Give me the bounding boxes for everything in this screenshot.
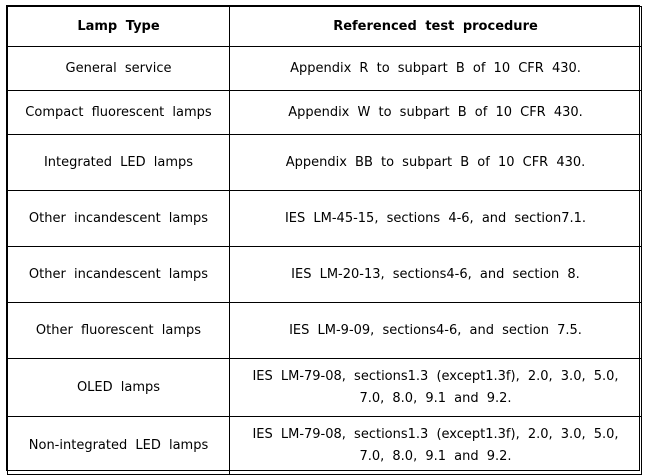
header-referenced-test-procedure: Referenced test procedure	[229, 6, 642, 47]
procedure-cell: Appendix BB to subpart B of 10 CFR 430.	[229, 134, 642, 191]
procedure-cell: IES LM-79-08, sections1.3 (except1.3f), …	[229, 358, 642, 417]
header-lamp-type: Lamp Type	[7, 6, 230, 47]
lamp-type-cell: Other fluorescent lamps	[7, 302, 230, 359]
procedure-cell: Appendix W to subpart B of 10 CFR 430.	[229, 90, 642, 135]
table-row: Other incandescent lamps IES LM-20-13, s…	[7, 246, 642, 303]
procedure-cell: IES LM-9-09, sections4-6, and section 7.…	[229, 302, 642, 359]
table-row: Other incandescent lamps IES LM-45-15, s…	[7, 190, 642, 247]
table-row: Compact fluorescent lamps Appendix W to …	[7, 90, 642, 135]
lamp-test-procedure-table: Lamp Type Referenced test procedure Gene…	[7, 6, 642, 475]
procedure-cell: IES LM-79-08, sections1.3 (except1.3f), …	[229, 416, 642, 475]
procedure-cell: Appendix R to subpart B of 10 CFR 430.	[229, 46, 642, 91]
lamp-type-cell: Other incandescent lamps	[7, 190, 230, 247]
lamp-type-cell: General service	[7, 46, 230, 91]
table-row: General service Appendix R to subpart B …	[7, 46, 642, 91]
table-row: Non-integrated LED lamps IES LM-79-08, s…	[7, 416, 642, 475]
table-row: OLED lamps IES LM-79-08, sections1.3 (ex…	[7, 358, 642, 417]
table-header-row: Lamp Type Referenced test procedure	[7, 6, 642, 47]
lamp-type-cell: Compact fluorescent lamps	[7, 90, 230, 135]
lamp-type-cell: Other incandescent lamps	[7, 246, 230, 303]
lamp-test-procedure-table-container: Lamp Type Referenced test procedure Gene…	[6, 5, 642, 475]
procedure-cell: IES LM-45-15, sections 4-6, and section7…	[229, 190, 642, 247]
lamp-type-cell: Non-integrated LED lamps	[7, 416, 230, 475]
table-row: Integrated LED lamps Appendix BB to subp…	[7, 134, 642, 191]
procedure-cell: IES LM-20-13, sections4-6, and section 8…	[229, 246, 642, 303]
lamp-type-cell: OLED lamps	[7, 358, 230, 417]
table-row: Other fluorescent lamps IES LM-9-09, sec…	[7, 302, 642, 359]
lamp-type-cell: Integrated LED lamps	[7, 134, 230, 191]
